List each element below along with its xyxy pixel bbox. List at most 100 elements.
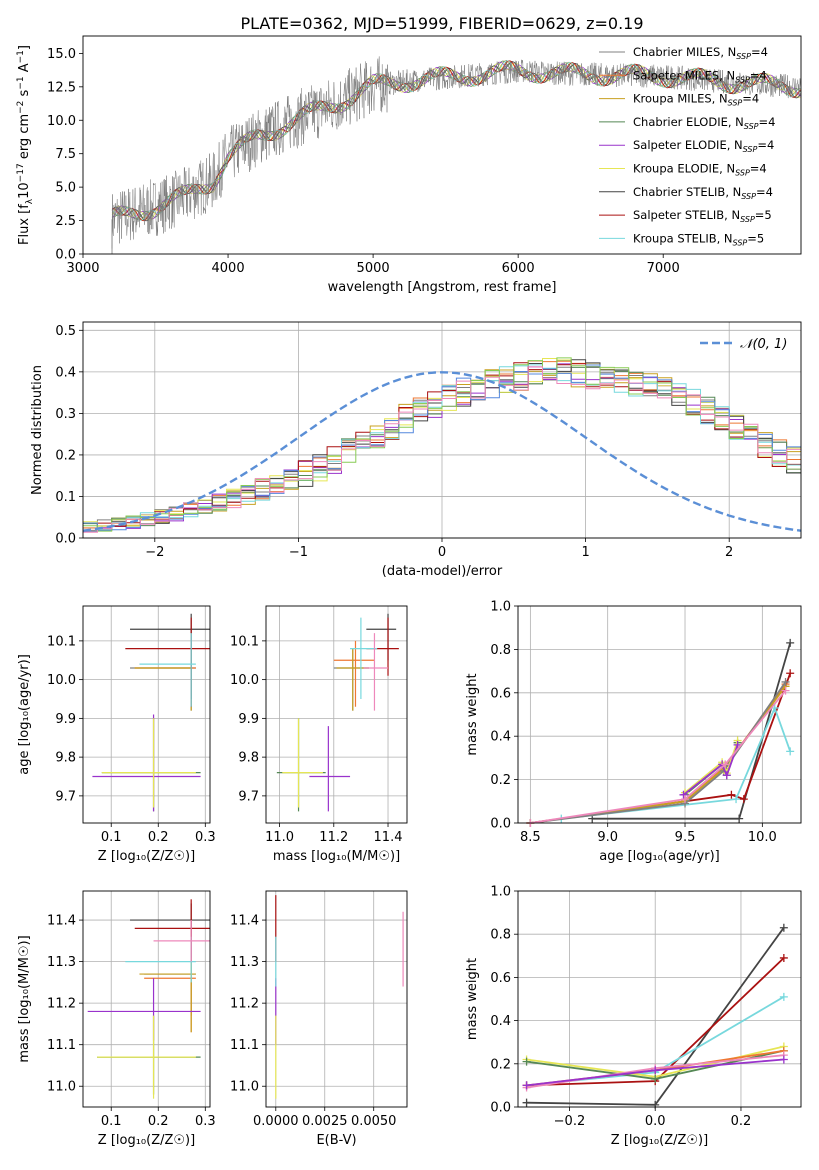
series-line [682, 744, 739, 796]
series-marker [735, 814, 744, 823]
y-tick-label: 0.6 [490, 971, 511, 986]
legend-label: Salpeter ELODIE, NSSP=4 [633, 138, 774, 154]
x-tick-label: 5000 [357, 261, 390, 276]
x-axis-label: (data-model)/error [382, 564, 503, 579]
series-marker [679, 790, 688, 799]
x-tick-label: 8.5 [520, 830, 541, 845]
y-tick-label: 9.9 [238, 712, 259, 727]
x-tick-label: 11.2 [319, 830, 348, 845]
histogram-step [83, 363, 801, 532]
legend-label: Chabrier ELODIE, NSSP=4 [633, 115, 775, 131]
legend-label: Kroupa ELODIE, NSSP=4 [633, 162, 767, 178]
x-tick-label: 3000 [66, 261, 99, 276]
y-tick-label: 0.4 [490, 1014, 511, 1029]
series-marker [522, 1057, 531, 1066]
series-marker [721, 760, 730, 769]
y-tick-label: 9.7 [238, 789, 259, 804]
x-tick-label: 11.0 [265, 830, 294, 845]
x-tick-label: 0.1 [101, 1114, 122, 1129]
y-axis-label: mass weight [465, 958, 480, 1040]
figure-title: PLATE=0362, MJD=51999, FIBERID=0629, z=0… [240, 14, 643, 33]
y-tick-label: 0.8 [490, 928, 511, 943]
x-tick-label: 2 [725, 545, 733, 560]
y-tick-label: 11.0 [47, 1080, 76, 1095]
series-marker [681, 795, 690, 804]
x-tick-label: −0.2 [554, 1114, 586, 1129]
y-tick-label: 15.0 [47, 47, 76, 62]
y-tick-label: 9.8 [55, 751, 76, 766]
series-marker [522, 1098, 531, 1107]
y-tick-label: 0.2 [490, 773, 511, 788]
y-tick-label: 0.6 [490, 686, 511, 701]
y-axis-label: Flux [fλ10−17 erg cm−2 s−1 A−1] [16, 45, 35, 245]
y-tick-label: 0.2 [55, 448, 76, 463]
y-tick-label: 0.5 [55, 324, 76, 339]
legend-label: Kroupa MILES, NSSP=4 [633, 92, 759, 108]
x-axis-label: E(B-V) [316, 1133, 356, 1148]
y-tick-label: 9.9 [55, 712, 76, 727]
x-tick-label: 0.2 [731, 1114, 752, 1129]
series-marker [779, 953, 788, 962]
series-line [592, 642, 792, 820]
panel-age_vs_mass: 11.0 11.2 11.4 9.7 9.8 9.9 10.0 10.1 mass [log₁₀… [230, 605, 408, 864]
y-tick-label: 11.1 [230, 1038, 259, 1053]
series-marker [779, 1055, 788, 1064]
x-tick-label: 0.3 [195, 830, 216, 845]
y-tick-label: 11.1 [47, 1038, 76, 1053]
legend-label: Kroupa STELIB, NSSP=5 [633, 231, 764, 247]
x-tick-label: 11.4 [374, 830, 403, 845]
series-marker [786, 669, 795, 678]
x-axis-label: wavelength [Angstrom, rest frame] [328, 280, 557, 295]
y-tick-label: 0.4 [490, 730, 511, 745]
series-marker [786, 638, 795, 647]
series-marker [651, 1100, 660, 1109]
y-axis-label: mass [log₁₀(M/M☉)] [17, 935, 32, 1062]
x-tick-label: 0.0 [645, 1114, 666, 1129]
series-marker [522, 1081, 531, 1090]
y-tick-label: 9.7 [55, 789, 76, 804]
panel-residuals: −2 −1 0 1 2 0.0 0.1 0.2 0.3 0.4 0.5 (data-model)/er… [30, 321, 802, 579]
x-tick-label: 0.2 [148, 1114, 169, 1129]
histogram-step [83, 357, 801, 532]
series-marker [781, 677, 790, 686]
x-tick-label: 0.0050 [351, 1114, 397, 1129]
series-line [530, 690, 787, 823]
x-tick-label: 4000 [212, 261, 245, 276]
y-tick-label: 11.0 [230, 1080, 259, 1095]
y-tick-label: 7.5 [55, 147, 76, 162]
y-tick-label: 1.0 [490, 600, 511, 615]
series-line [530, 683, 787, 823]
series-marker [781, 686, 790, 695]
x-tick-label: 0 [438, 545, 446, 560]
series-marker [779, 992, 788, 1001]
histogram-step [83, 366, 801, 533]
x-tick-label: 0.0000 [253, 1114, 299, 1129]
panel-mass_weight_vs_Z: −0.2 0.0 0.2 0.0 0.2 0.4 0.6 0.8 1.0 Z [log₁₀(Z/Z… [465, 885, 802, 1148]
x-tick-label: 9.5 [675, 830, 696, 845]
axes-frame [82, 890, 211, 1108]
panel-mass_vs_ebv: 0.0000 0.0025 0.0050 11.0 11.1 11.2 11.3 11.4 E(… [230, 890, 408, 1148]
y-tick-label: 10.0 [230, 673, 259, 688]
y-tick-label: 10.1 [47, 634, 76, 649]
x-axis-label: mass [log₁₀(M/M☉)] [273, 849, 400, 864]
y-tick-label: 9.8 [238, 751, 259, 766]
axes-frame [82, 321, 802, 539]
x-tick-label: 7000 [647, 261, 680, 276]
x-tick-label: 6000 [502, 261, 535, 276]
y-tick-label: 0.0 [55, 248, 76, 263]
x-tick-label: 1 [581, 545, 589, 560]
x-tick-label: 0.0025 [302, 1114, 348, 1129]
y-tick-label: 0.1 [55, 490, 76, 505]
y-tick-label: 0.0 [490, 1101, 511, 1116]
y-tick-label: 11.4 [47, 914, 76, 929]
y-tick-label: 10.0 [47, 114, 76, 129]
legend-label: Salpeter MILES, NSSP=4 [633, 68, 767, 84]
series-line [530, 681, 787, 823]
legend-label: Chabrier MILES, NSSP=4 [633, 45, 768, 61]
x-axis-label: Z [log₁₀(Z/Z☉)] [98, 1133, 195, 1148]
y-tick-label: 0.4 [55, 365, 76, 380]
series-line [530, 672, 792, 823]
axes-frame [82, 605, 211, 824]
y-tick-label: 1.0 [490, 885, 511, 900]
